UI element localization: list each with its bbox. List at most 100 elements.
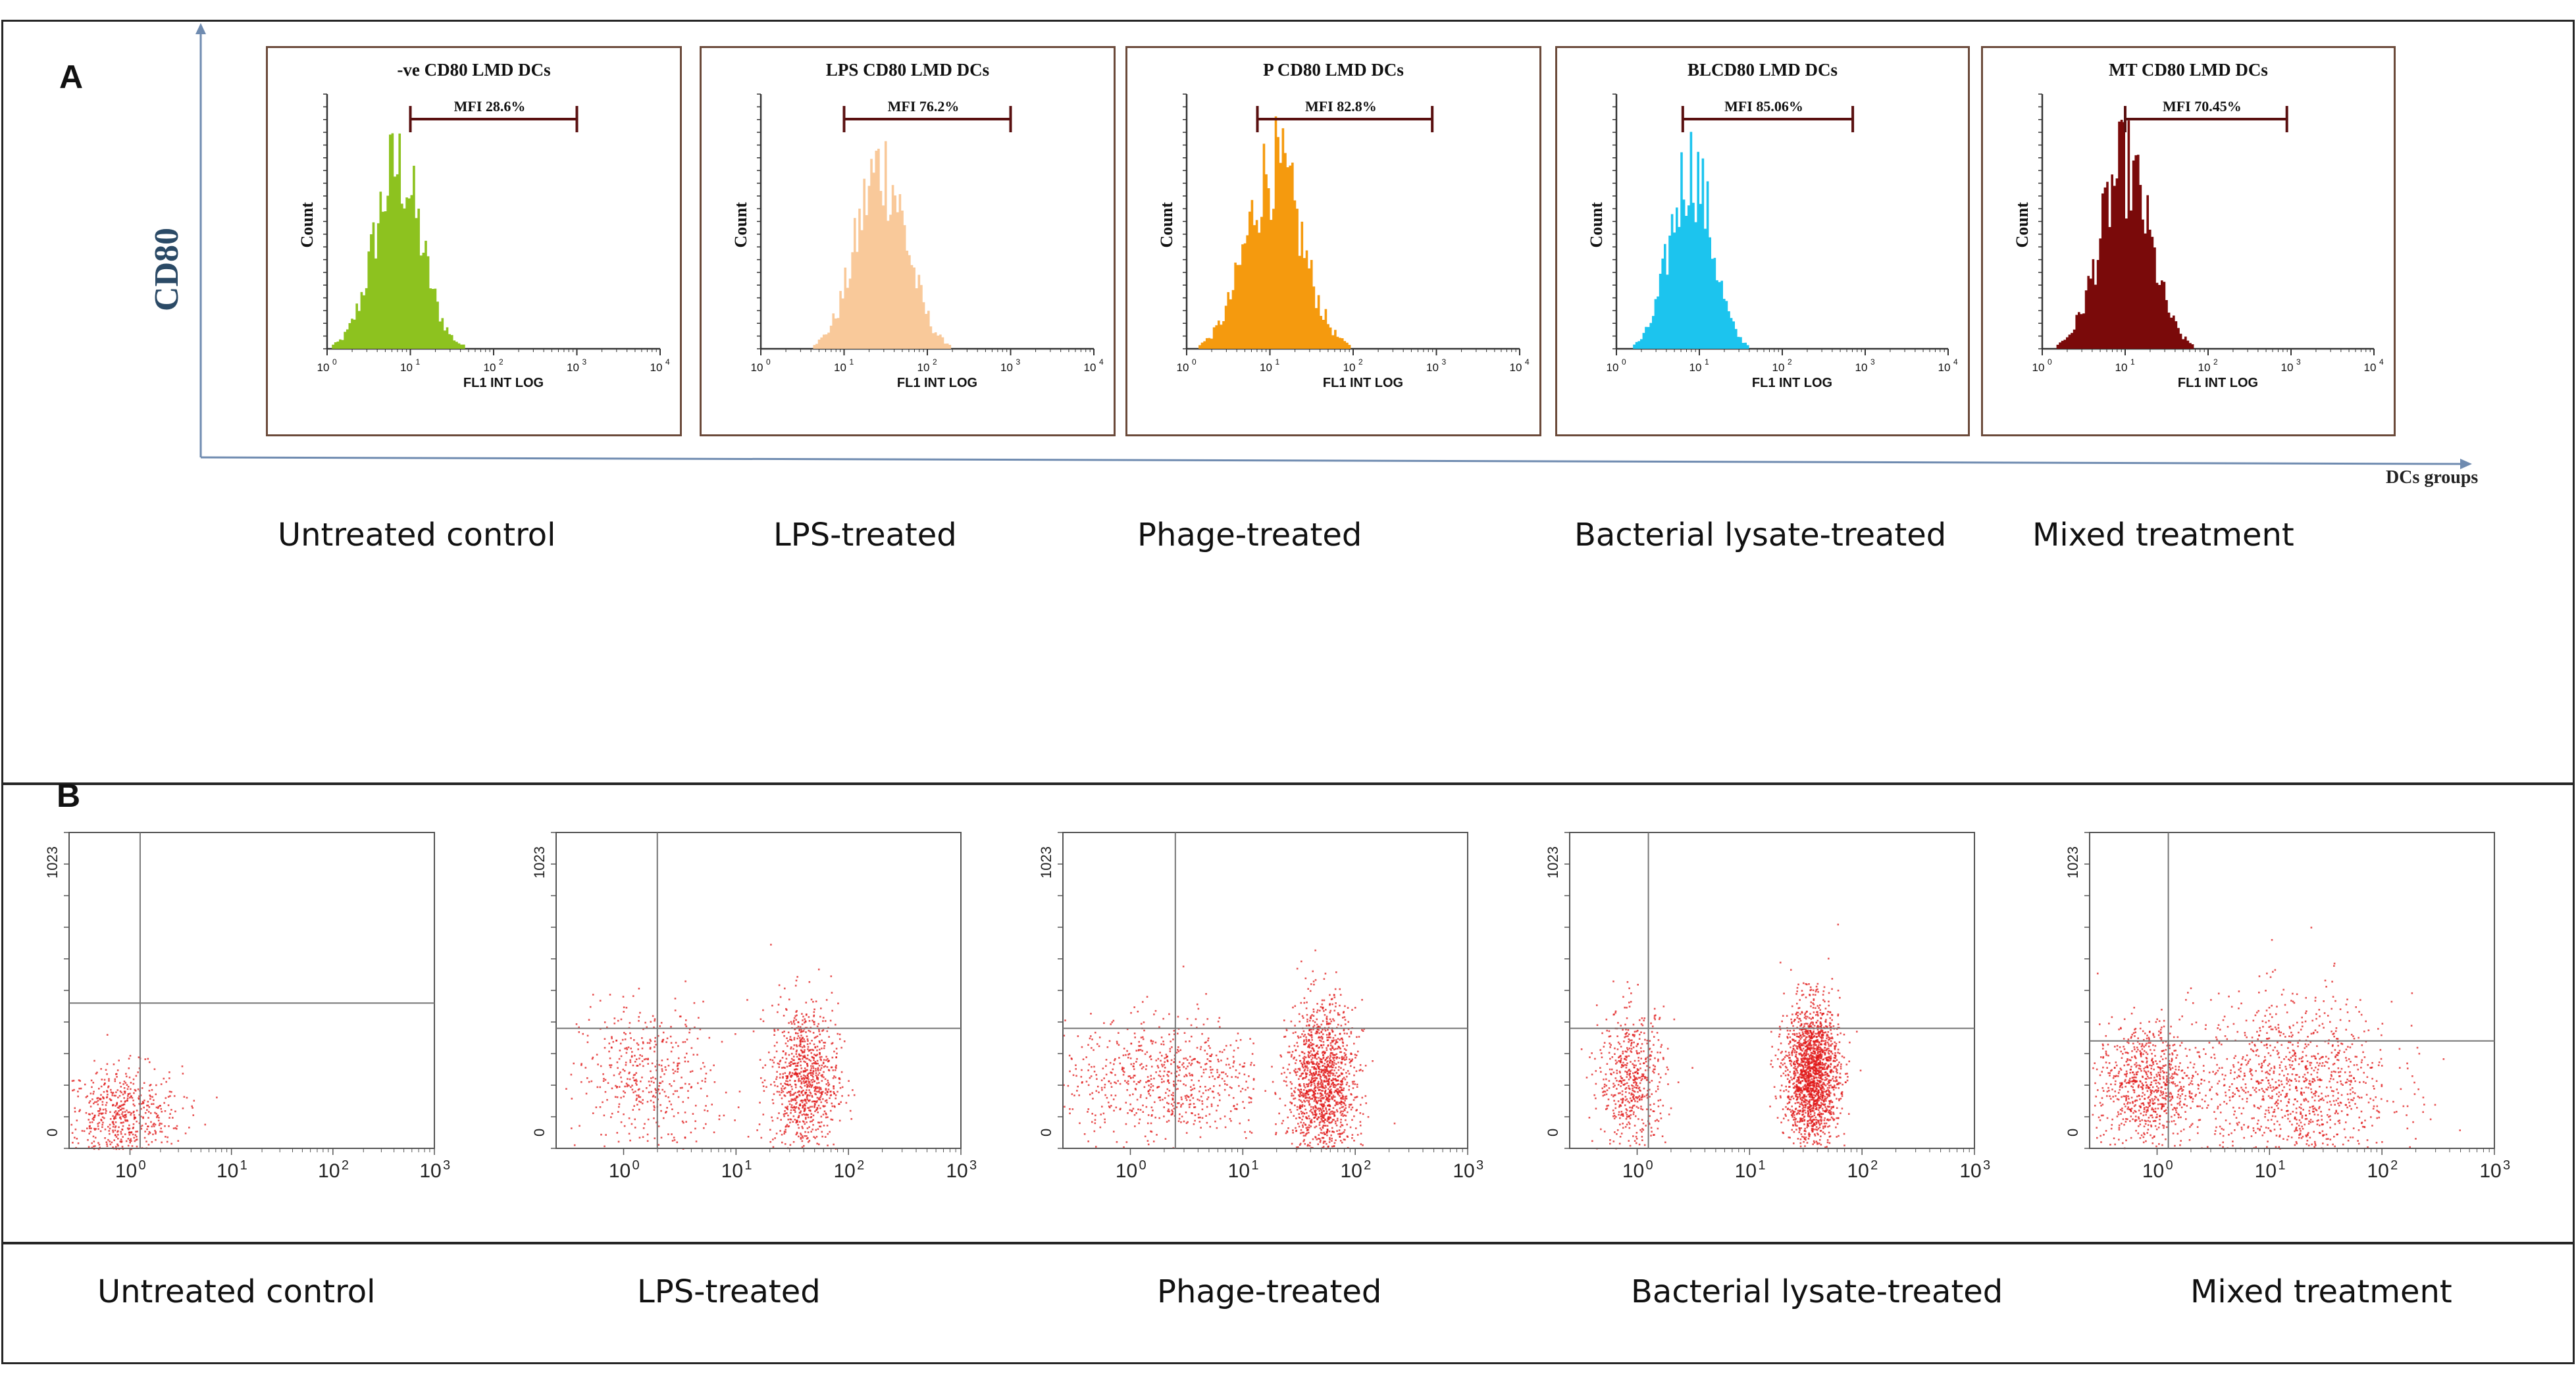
scatter-dot <box>1649 1066 1651 1069</box>
scatter-dot <box>1152 1085 1154 1087</box>
scatter-dot <box>99 1108 101 1110</box>
scatter-dot <box>1333 1064 1335 1066</box>
scatter-dot <box>821 1047 823 1050</box>
scatter-dot <box>164 1110 167 1112</box>
scatter-dot <box>1093 1049 1095 1051</box>
scatter-dot <box>1316 1138 1318 1140</box>
scatter-dot <box>802 1137 804 1139</box>
scatter-dot <box>1645 1125 1647 1127</box>
scatter-dot <box>1201 1100 1203 1102</box>
scatter-dot <box>653 1109 656 1111</box>
scatter-dot <box>1626 1006 1628 1009</box>
scatter-dot <box>1323 1105 1326 1107</box>
scatter-dot <box>1659 1112 1662 1115</box>
scatter-dot <box>778 1090 781 1093</box>
scatter-dot <box>802 1056 805 1058</box>
scatter-dot <box>1626 1017 1628 1019</box>
scatter-dot <box>1612 1115 1614 1117</box>
scatter-dot <box>1316 1052 1318 1054</box>
scatter-dot <box>801 1013 803 1015</box>
scatter-dot <box>106 1145 109 1147</box>
scatter-dot <box>1343 1138 1345 1140</box>
scatter-dot <box>132 1123 135 1125</box>
scatter-dot <box>1243 1073 1246 1076</box>
scatter-dot <box>638 1100 640 1103</box>
scatter-dot <box>72 1079 75 1082</box>
scatter-dot <box>1292 1006 1294 1009</box>
scatter-dot <box>110 1088 112 1091</box>
scatter-dot <box>148 1131 151 1133</box>
scatter-dot <box>1219 1050 1221 1053</box>
scatter-dot <box>1331 1098 1334 1100</box>
scatter-dot <box>1308 1101 1310 1104</box>
scatter-dot <box>1333 1113 1335 1116</box>
scatter-dot <box>1331 1096 1333 1098</box>
scatter-dot <box>1361 1029 1363 1031</box>
scatter-dot <box>1347 1007 1349 1009</box>
scatter-dot <box>1177 1015 1179 1018</box>
scatter-dot <box>1365 1102 1368 1104</box>
scatter-dot <box>1327 1056 1329 1058</box>
scatter-dot <box>146 1109 148 1112</box>
scatter-dot <box>124 1111 126 1113</box>
scatter-dot <box>1321 1003 1324 1006</box>
scatter-dot <box>694 1026 696 1029</box>
scatter-dot <box>763 1079 766 1081</box>
scatter-dot <box>652 1095 654 1098</box>
scatter-dot <box>790 1048 792 1050</box>
scatter-dot <box>1346 1081 1349 1084</box>
scatter-dot <box>815 1036 817 1038</box>
scatter-dot <box>618 1073 621 1075</box>
scatter-dot <box>116 1143 118 1146</box>
scatter-dot <box>1303 1060 1305 1061</box>
scatter-dot <box>1168 1119 1170 1122</box>
scatter-dot <box>1326 1034 1328 1036</box>
scatter-dot <box>1091 1121 1093 1123</box>
scatter-dot <box>1190 1094 1193 1097</box>
scatter-dot <box>145 1140 147 1142</box>
scatter-dot <box>790 1021 792 1023</box>
scatter-dot <box>1135 1088 1137 1091</box>
scatter-dot <box>122 1111 124 1113</box>
scatter-dot <box>1234 1108 1236 1110</box>
scatter-dot <box>641 1055 643 1058</box>
scatter-dot <box>121 1128 123 1131</box>
scatter-dot <box>1691 1067 1693 1069</box>
scatter-dot <box>1794 1124 1797 1127</box>
scatter-dot <box>795 979 798 982</box>
scatter-dot <box>1193 1058 1196 1060</box>
scatter-dot <box>1349 1104 1352 1106</box>
scatter-dot <box>1216 1069 1218 1071</box>
scatter-dot <box>1312 1054 1314 1057</box>
scatter-dot <box>1618 1080 1620 1083</box>
scatter-dot <box>1349 1126 1352 1129</box>
scatter-dot <box>586 1077 588 1079</box>
scatter-dot <box>132 1099 134 1102</box>
scatter-dot <box>1298 1013 1301 1015</box>
scatter-dot <box>636 1080 638 1083</box>
scatter-dot <box>788 1091 790 1093</box>
scatter-dot <box>1327 1045 1329 1047</box>
scatter-dot <box>74 1107 76 1110</box>
scatter-dot <box>784 1067 786 1069</box>
scatter-dot <box>649 1084 651 1086</box>
scatter-dot <box>1303 1100 1305 1102</box>
scatter-dot <box>634 1118 636 1121</box>
scatter-dot <box>1331 1030 1334 1033</box>
scatter-dot <box>182 1107 184 1110</box>
scatter-dot <box>794 1062 796 1065</box>
scatter-dot <box>801 1031 804 1033</box>
scatter-dot <box>705 1105 707 1107</box>
scatter-dot <box>1324 1095 1327 1097</box>
scatter-dot <box>1244 1131 1246 1133</box>
scatter-dot <box>1808 1132 1810 1135</box>
scatter-dot <box>1348 1085 1351 1087</box>
scatter-dot <box>1652 1134 1655 1136</box>
scatter-dot <box>1272 1081 1274 1083</box>
scatter-dot <box>1343 1033 1346 1035</box>
scatter-dot <box>1297 1036 1300 1039</box>
scatter-dot <box>1324 1125 1326 1127</box>
scatter-dot <box>124 1114 126 1117</box>
histogram-bars <box>813 141 952 349</box>
